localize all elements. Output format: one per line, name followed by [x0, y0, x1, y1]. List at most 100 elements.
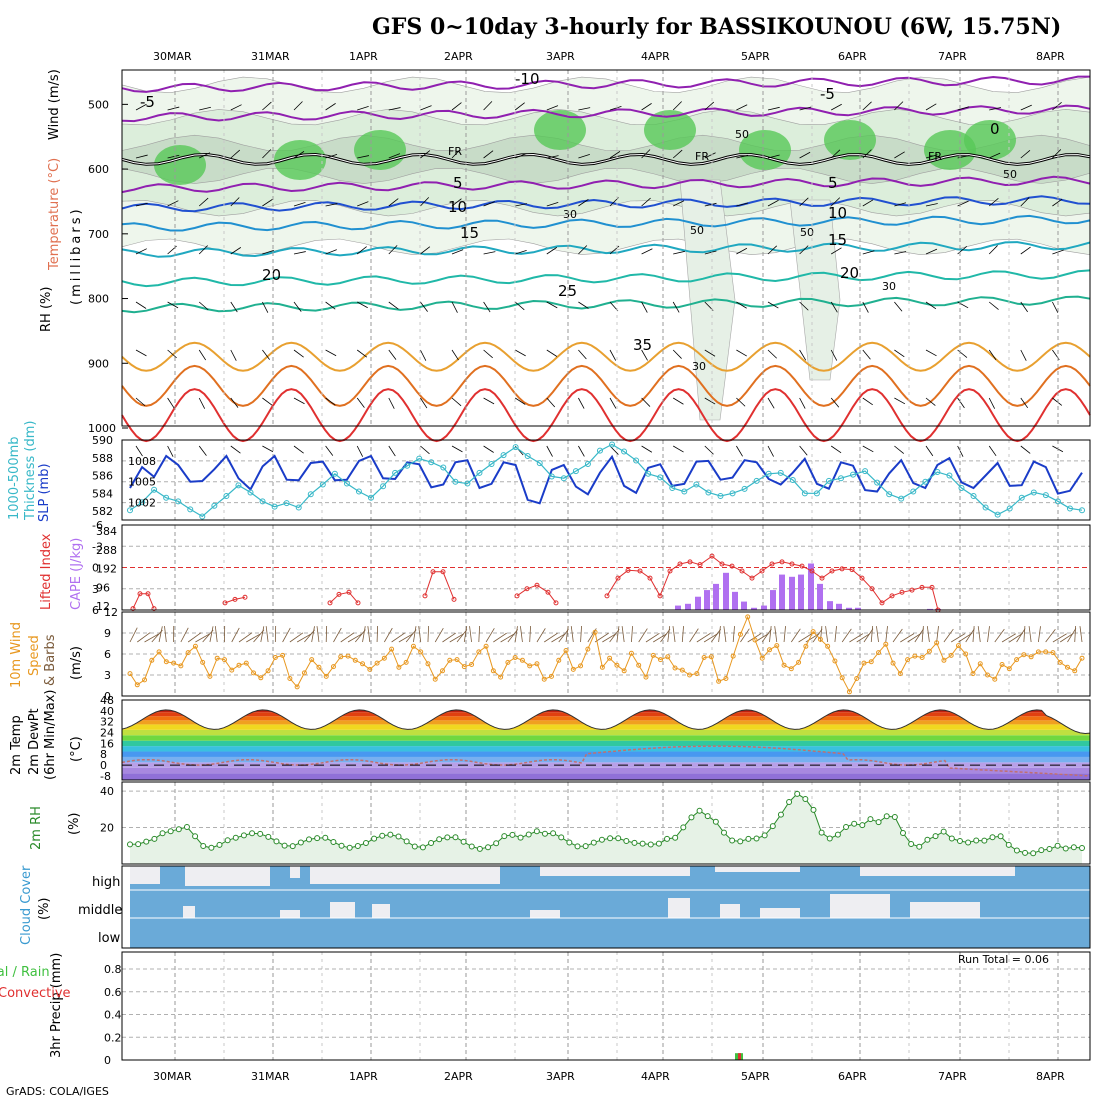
cape-bar	[779, 574, 785, 610]
wind-barb	[767, 106, 780, 111]
wind10-barb	[936, 626, 939, 643]
wind-speed-point	[439, 668, 445, 674]
wind10-barb	[1059, 632, 1074, 643]
li-point	[869, 586, 875, 592]
wind-barb	[894, 445, 904, 454]
wind-speed-point	[156, 649, 162, 655]
rh-line	[129, 793, 1083, 854]
wind10-barb	[376, 625, 379, 643]
wind-barb	[894, 301, 903, 312]
rh-point	[476, 845, 483, 852]
wind-speed-point	[955, 643, 961, 649]
li-tick: -3	[92, 540, 103, 553]
wind10-barb	[689, 628, 699, 643]
wind-barb	[578, 301, 589, 309]
wind-barb	[672, 445, 684, 453]
wind-speed-point	[483, 643, 489, 649]
temp-tick: 48	[100, 694, 114, 707]
rh-point	[802, 795, 809, 802]
rh-point	[289, 843, 296, 850]
rh-point	[411, 843, 418, 850]
wind10-barb	[187, 632, 202, 643]
rh-point	[712, 818, 719, 825]
rh-point	[183, 824, 190, 831]
wind-speed-point	[759, 655, 765, 661]
wind-speed-point	[251, 670, 257, 676]
thickness-point	[946, 472, 953, 479]
wind-barb	[641, 248, 653, 255]
wind-barb	[135, 301, 147, 309]
cape-tick: 12	[96, 600, 110, 613]
wind-speed-point	[737, 631, 743, 637]
li-point	[615, 575, 621, 581]
wind10-barb	[900, 633, 915, 643]
wind-barb	[830, 349, 838, 361]
wind-barb	[167, 397, 175, 409]
wind-barb	[1020, 397, 1029, 409]
wind10-barb	[442, 632, 456, 643]
isotherm-label: 35	[633, 336, 652, 354]
wind-barb	[988, 301, 999, 310]
wind-barb	[641, 197, 651, 207]
run-total: Run Total = 0.06	[958, 953, 1049, 966]
wind10-barb	[921, 626, 924, 643]
wind-barb	[894, 349, 905, 358]
wind-speed-point	[367, 666, 373, 672]
wind-barb	[1052, 397, 1063, 406]
wind10-barb	[151, 629, 163, 643]
wind-speed-point	[883, 641, 889, 647]
wind-barb	[198, 397, 206, 409]
thickness-point	[837, 475, 844, 482]
thickness-point	[958, 485, 965, 491]
li-point	[759, 568, 765, 574]
thickness-point	[982, 504, 989, 511]
wind-barb	[830, 197, 841, 207]
wind10-barb	[260, 626, 265, 643]
wind-barb	[989, 152, 1001, 159]
wind-barb	[609, 349, 617, 361]
li-point	[687, 559, 693, 565]
cloud-middle-block	[668, 898, 690, 918]
thickness-point	[127, 507, 133, 514]
li-point	[889, 593, 895, 599]
li-tick: 3	[92, 583, 99, 596]
wind-speed-point	[716, 678, 722, 684]
wind-barb	[262, 445, 274, 453]
wind-barb	[262, 101, 272, 111]
wind-speed-point	[476, 649, 482, 655]
temp-line	[121, 709, 1091, 735]
wind-barb	[672, 349, 682, 359]
wind10-barb	[529, 626, 531, 643]
thickness-point	[1018, 494, 1025, 501]
wind-barb	[451, 445, 463, 453]
wind-speed-point	[578, 663, 584, 669]
rh-point	[680, 824, 687, 831]
wind-barb	[135, 349, 147, 357]
wind-speed-point	[861, 660, 867, 666]
thickness-point	[705, 489, 712, 496]
temp-tick: 24	[100, 727, 114, 740]
wind-barb	[862, 199, 874, 207]
wind10-barb	[1052, 633, 1067, 643]
rh-point	[452, 834, 459, 841]
wind-barb	[135, 397, 146, 407]
label-wind10-3: & Barbs	[43, 634, 58, 686]
wind-barb	[230, 349, 237, 361]
rh-point	[1070, 844, 1077, 851]
wind-barb	[420, 301, 428, 312]
cloud-middle-label: middle	[78, 903, 122, 918]
cape-bar	[761, 605, 767, 610]
wind10-barb	[238, 632, 253, 643]
wind-barb	[546, 247, 558, 255]
rh-point	[460, 838, 467, 845]
top-date-label: 2APR	[444, 50, 473, 63]
wind-barb	[894, 101, 904, 111]
wind-barb	[293, 397, 305, 405]
rh-point	[175, 826, 182, 833]
wind-barb	[167, 106, 180, 111]
thickness-point	[271, 503, 278, 510]
thickness-point	[753, 477, 760, 484]
cloud-high-block	[130, 866, 160, 884]
wind-barb	[957, 301, 969, 309]
precip-frame	[121, 951, 1091, 1061]
